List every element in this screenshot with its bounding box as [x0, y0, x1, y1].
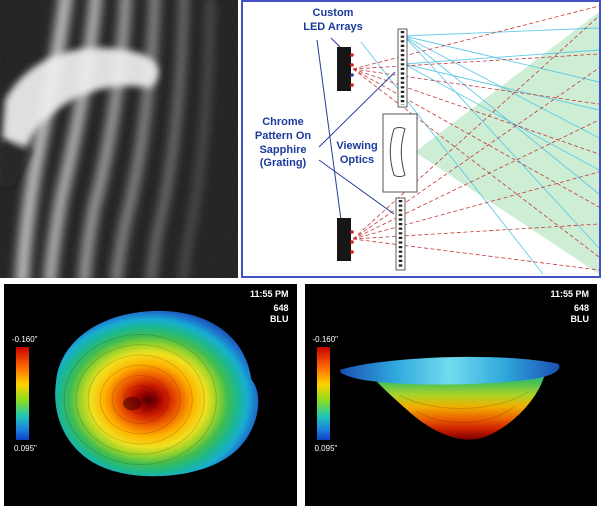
- timestamp: 11:55 PM: [249, 289, 289, 299]
- upper-led-array: [337, 47, 354, 91]
- optical-diagram-panel: Custom LED Arrays Chrome Pattern On Sapp…: [241, 0, 601, 278]
- colorbar: [16, 347, 29, 440]
- reading-value: 648: [273, 303, 289, 313]
- cyan-rays: [360, 27, 599, 275]
- label-viewing-optics: Viewing Optics: [336, 140, 378, 166]
- moire-rings: [63, 333, 217, 465]
- bowl-texture: [398, 391, 529, 424]
- illumination-wedge: [415, 12, 599, 274]
- surface-map-side-panel: 11:55 PM 648 BLU -0.160" 0.095": [304, 284, 597, 506]
- bottom-row: 11:55 PM 648 BLU -0.160" 0.095": [0, 278, 601, 511]
- surface-map-front-panel: 11:55 PM 648 BLU -0.160" 0.095": [4, 284, 297, 506]
- surface-3d-side: [339, 356, 559, 440]
- fringe-photo-panel: [0, 0, 238, 278]
- colorbar: [316, 347, 330, 440]
- reading-value: 648: [573, 303, 589, 313]
- surface-blob: [55, 310, 259, 477]
- colorbar-max-label: -0.160": [312, 335, 339, 344]
- timestamp: 11:55 PM: [550, 289, 589, 299]
- lower-led-array: [337, 218, 354, 261]
- label-custom-led-arrays: Custom LED Arrays: [303, 7, 363, 33]
- deep-point: [123, 396, 142, 411]
- red-rays: [352, 5, 599, 271]
- lens-profile: [389, 127, 406, 177]
- surface-bowl: [370, 370, 546, 440]
- colorbar-max-label: -0.160": [12, 335, 38, 344]
- reading-unit: BLU: [570, 314, 590, 324]
- upper-grating: [397, 28, 408, 108]
- colorbar-min-label: 0.095": [314, 444, 338, 453]
- label-chrome-pattern-grating: Chrome Pattern On Sapphire (Grating): [254, 116, 312, 170]
- viewing-optics-box: [382, 113, 418, 193]
- surface-3d-front: [55, 310, 259, 477]
- colorbar-min-label: 0.095": [14, 444, 37, 453]
- reading-unit: BLU: [270, 314, 289, 324]
- lower-grating: [395, 197, 406, 271]
- film-grain: [0, 0, 238, 278]
- surface-rim: [339, 356, 559, 385]
- top-row: Custom LED Arrays Chrome Pattern On Sapp…: [0, 0, 601, 278]
- fringe-photo: [0, 0, 238, 278]
- optical-diagram: [316, 5, 599, 275]
